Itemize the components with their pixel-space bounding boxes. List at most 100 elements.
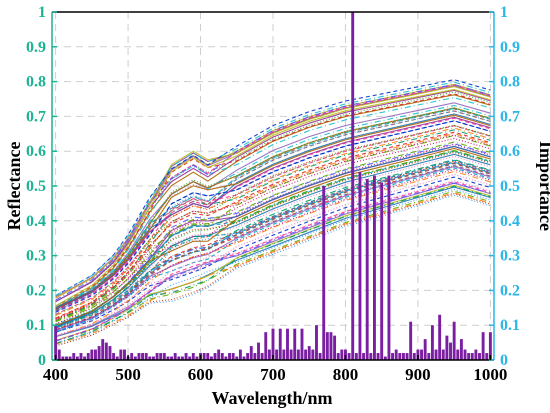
y-tick-label-left: 1 [38,4,46,21]
importance-bar [257,342,260,360]
importance-bar [177,356,181,360]
spectrum-line [55,129,491,322]
y-tick-label-right: 0.6 [500,143,520,160]
importance-bar [452,321,456,360]
y-axis-title-right: Importance [536,141,550,231]
importance-bar [137,353,141,360]
importance-bar [369,353,373,360]
spectrum-line [55,127,491,317]
importance-bars [54,12,492,360]
importance-bar [307,346,311,360]
importance-bar [322,186,326,360]
importance-bar [333,335,337,360]
spectrum-line [55,185,491,345]
importance-bar [101,339,105,360]
importance-bar [459,339,463,360]
importance-bar [170,356,174,360]
importance-bar [195,356,199,360]
x-tick-label: 400 [43,365,69,384]
importance-bar [191,353,195,360]
spectrum-line [55,124,491,320]
y-tick-label-right: 0.9 [500,39,520,56]
importance-bar [427,353,431,360]
importance-bar [293,328,297,360]
importance-bar [275,349,279,360]
y-tick-label-right: 0.2 [500,282,520,299]
spectrum-line [55,143,491,321]
spectrum-line [55,110,491,312]
spectrum-line [55,149,491,323]
y-tick-label-right: 0.1 [500,317,520,334]
importance-bar [278,328,282,360]
y-tick-label-left: 0.2 [26,282,46,299]
importance-bar [133,356,137,360]
importance-bar [86,353,90,360]
spectrum-line [55,179,491,336]
importance-bar [104,342,108,360]
x-tick-label: 600 [188,365,214,384]
tick-labels: 0 0.1 0.2 0.3 0.4 0.5 0.6 0.7 0.8 0.9 1 0 0.1 0.2 0.3 0… [26,4,520,384]
importance-bar [325,332,329,360]
spectrum-line [55,107,491,307]
spectrum-line [55,107,491,311]
importance-bar [434,349,438,360]
importance-bar [159,353,163,360]
x-tick-label: 800 [333,365,359,384]
x-axis-title: Wavelength/nm [211,388,332,408]
importance-bar [242,356,246,360]
spectrum-line [55,170,491,338]
importance-bar [90,349,94,360]
importance-bar [401,353,405,360]
spectrum-line [55,147,491,327]
x-tick-label: 1000 [473,365,507,384]
spectrum-line [55,176,491,333]
importance-bar [213,353,217,360]
y-tick-label-left: 0.9 [26,39,46,56]
importance-bar [438,314,442,360]
importance-bar [365,179,369,360]
importance-bar [467,353,471,360]
spectrum-line [55,91,491,303]
x-tick-label: 900 [405,365,431,384]
importance-bar [463,349,467,360]
y-tick-label-left: 0.3 [26,248,46,265]
spectrum-line [55,84,491,299]
spectrum-line [55,165,491,333]
importance-bar [488,332,492,360]
importance-bar [430,325,434,360]
importance-bar [329,332,333,360]
y-tick-label-left: 0.8 [26,74,46,91]
spectrum-line [55,94,491,309]
importance-bar [315,325,318,360]
importance-bar [380,182,384,360]
importance-bar [387,175,391,360]
importance-bar [83,356,87,360]
importance-bar [231,353,235,360]
importance-bar [264,332,268,360]
importance-bar [474,349,478,360]
importance-bar [246,353,250,360]
importance-bar [412,353,416,360]
y-tick-label-right: 0.4 [500,213,520,230]
y-tick-label-right: 0.5 [500,178,520,195]
spectrum-line [55,84,491,301]
y-axis-title-left: Reflectance [4,142,24,231]
spectrum-line [55,161,491,333]
spectrum-line [55,192,491,345]
y-tick-label-left: 0.5 [26,178,46,195]
spectrum-line [55,89,491,303]
importance-bar [148,356,152,360]
importance-bar [65,356,68,360]
importance-bar [112,353,116,360]
y-tick-label-left: 0 [38,352,46,369]
spectrum-line [55,163,491,331]
importance-bar [94,349,97,360]
spectrum-line [55,120,491,313]
importance-bar [75,356,79,360]
spectrum-line [55,134,491,320]
importance-bar [253,353,257,360]
spectrum-line [55,155,491,330]
importance-bar [362,353,366,360]
